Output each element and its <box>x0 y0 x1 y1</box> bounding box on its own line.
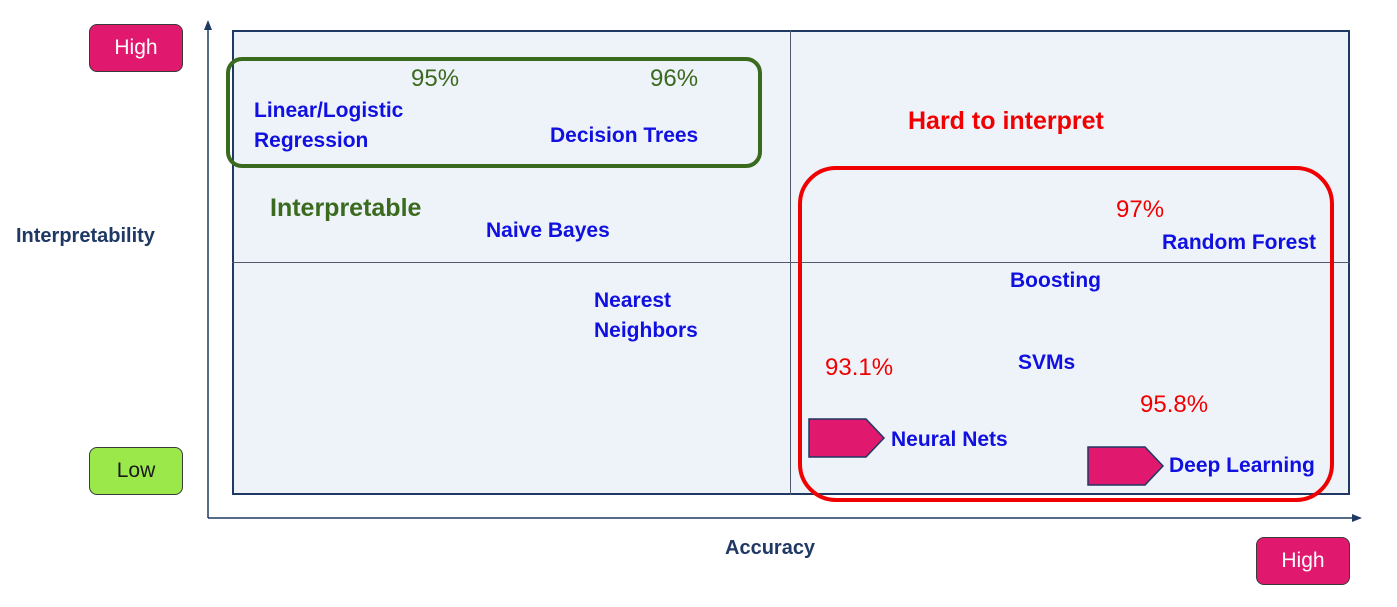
algo-linear-line2: Regression <box>254 129 369 152</box>
algo-nn-line1: Nearest <box>594 289 672 312</box>
y-high-badge: High <box>89 24 183 72</box>
x-axis-label: Accuracy <box>725 537 816 559</box>
algo-nearest-neighbors: Nearest Neighbors <box>594 286 698 346</box>
accuracy-neural-nets: 95.8% <box>1140 391 1209 418</box>
horizontal-divider <box>232 262 1350 263</box>
algo-random-forest: Random Forest <box>1162 231 1317 254</box>
x-high-badge: High <box>1256 537 1350 585</box>
pentagon-arrow-icon <box>808 418 886 458</box>
accuracy-decision-trees: 96% <box>650 65 699 92</box>
algo-svms: SVMs <box>1018 351 1076 374</box>
algo-nn-line2: Neighbors <box>594 319 698 342</box>
interpretable-group-box <box>226 57 762 168</box>
accuracy-linear: 95% <box>411 65 460 92</box>
interpretable-label: Interpretable <box>270 194 422 222</box>
algo-naive-bayes: Naive Bayes <box>486 219 610 242</box>
y-axis-label: Interpretability <box>16 225 155 247</box>
hard-to-interpret-group-box <box>798 166 1334 502</box>
algo-deep-learning: Deep Learning <box>1169 454 1315 477</box>
accuracy-svms: 93.1% <box>825 354 894 381</box>
accuracy-random-forest: 97% <box>1116 196 1165 223</box>
algo-decision-trees: Decision Trees <box>550 124 699 147</box>
hard-to-interpret-label: Hard to interpret <box>908 107 1104 135</box>
algo-linear-logistic-regression: Linear/Logistic Regression <box>254 96 403 156</box>
algo-boosting: Boosting <box>1010 269 1101 292</box>
y-axis-arrow-icon <box>204 20 212 30</box>
algo-neural-nets: Neural Nets <box>891 428 1008 451</box>
x-axis-arrow-icon <box>1352 514 1362 522</box>
y-low-badge: Low <box>89 447 183 495</box>
pentagon-arrow-icon <box>1087 446 1165 486</box>
algo-linear-line1: Linear/Logistic <box>254 99 404 122</box>
